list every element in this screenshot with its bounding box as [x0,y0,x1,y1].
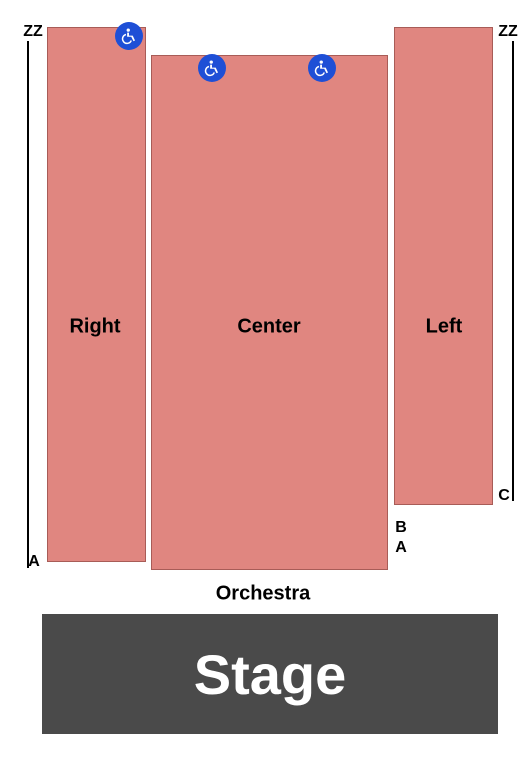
row-range-line-left [27,41,29,568]
row-label-a-right: A [395,539,407,557]
row-label-zz-left: ZZ [23,23,43,41]
row-range-line-right [512,41,514,501]
stage-label: Stage [194,642,347,707]
wheelchair-icon [308,54,336,82]
row-label-a-left: A [28,553,40,571]
wheelchair-icon [198,54,226,82]
section-left[interactable] [394,27,493,505]
row-label-b-right: B [395,519,407,537]
stage: Stage [42,614,498,734]
seating-chart: Right Center Left Orchestra Stage ZZZZAB… [0,0,525,760]
row-label-zz-right: ZZ [498,23,518,41]
row-label-c-far: C [498,487,510,505]
orchestra-label: Orchestra [216,583,311,606]
wheelchair-icon [115,22,143,50]
section-right[interactable] [47,27,146,562]
section-center[interactable] [151,55,388,570]
